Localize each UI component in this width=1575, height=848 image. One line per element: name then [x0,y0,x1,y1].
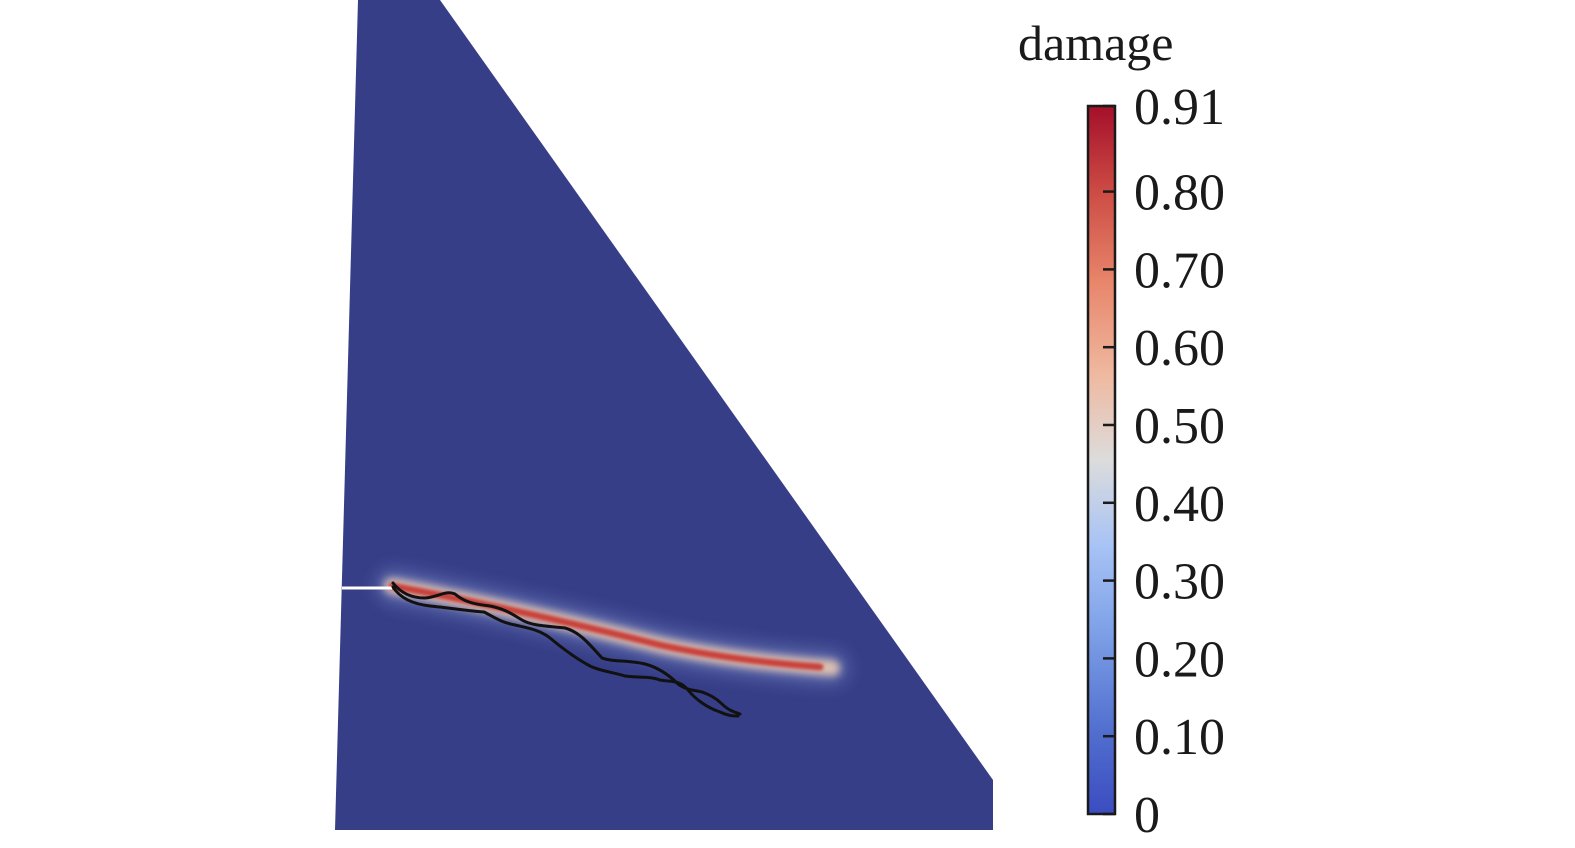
colorbar-tick-label: 0.30 [1134,554,1225,611]
colorbar-tick-label: 0.80 [1134,165,1225,222]
colorbar-ticks: 0.91 0.80 0.70 0.60 0.50 0.40 0.30 0.20 0.10 0 [1103,79,1225,844]
colorbar-tick-label: 0.40 [1134,476,1225,533]
colorbar-tick-label: 0 [1134,787,1160,844]
colorbar-tick-label: 0.50 [1134,398,1225,455]
colorbar-tick-label: 0.10 [1134,709,1225,766]
colorbar-tick-label: 0.20 [1134,631,1225,688]
colorbar-gradient [1086,104,1117,816]
crack-path-lower [391,585,740,718]
colorbar-title: damage [1018,15,1174,71]
colorbar-tick-label: 0.91 [1134,79,1225,136]
specimen-domain [335,0,993,830]
experimental-crack-paths [391,581,742,718]
crack-path-upper [391,581,742,716]
colorbar-tick-label: 0.70 [1134,242,1225,299]
colorbar: 0.91 0.80 0.70 0.60 0.50 0.40 0.30 0.20 0.10 0 [1086,79,1225,844]
colorbar-tick-label: 0.60 [1134,320,1225,377]
